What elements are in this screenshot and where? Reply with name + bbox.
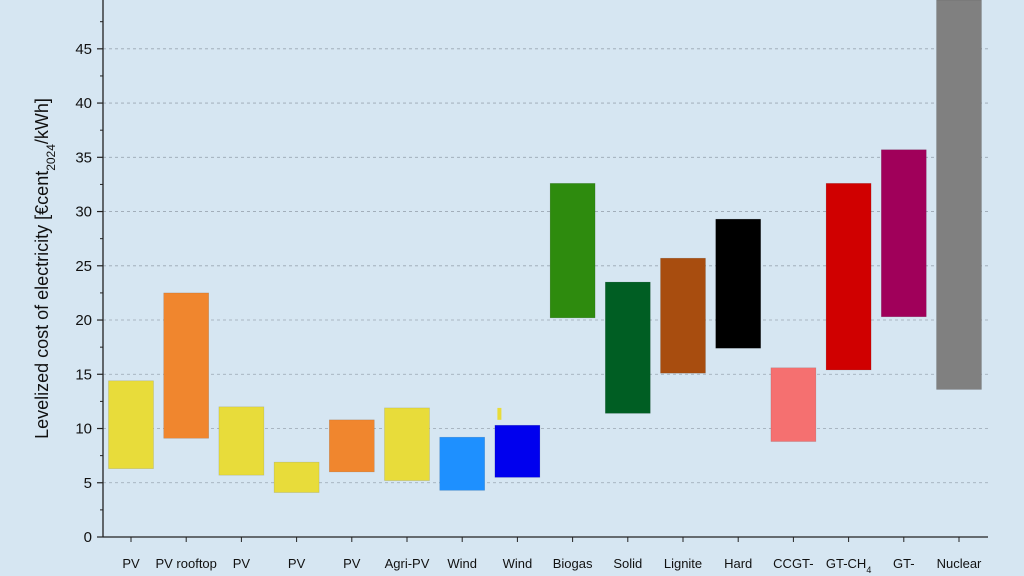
bars: [108, 0, 982, 493]
bar-7: [439, 436, 486, 491]
x-tick-label: Biogas: [553, 556, 593, 571]
bar-6: [384, 407, 430, 481]
x-tick-label: Agri-PV: [385, 556, 430, 571]
x-tick-label: Wind: [447, 556, 477, 571]
bar-16: [936, 0, 982, 390]
bar-5: [328, 419, 375, 473]
y-tick-label: 40: [75, 95, 92, 112]
bar-9: [549, 183, 596, 319]
x-tick-label: PV: [233, 556, 251, 571]
bar-4: [273, 461, 320, 493]
x-tick-label: Wind: [503, 556, 533, 571]
x-tick-label: Solid: [613, 556, 642, 571]
bar-13: [770, 367, 817, 442]
bar-14: [825, 183, 872, 371]
y-axis-label: Levelized cost of electricity [€cent2024…: [32, 98, 58, 439]
y-tick-label: 45: [75, 41, 92, 58]
x-tick-label: Nuclear: [937, 556, 982, 571]
bar-12: [715, 218, 762, 349]
y-tick-label: 30: [75, 204, 92, 221]
bar-15: [880, 149, 927, 318]
x-tick-label: Lignite: [664, 556, 702, 571]
x-tick-label: GT-: [893, 556, 915, 571]
x-tick-label: PV: [288, 556, 306, 571]
y-tick-label: 35: [75, 149, 92, 166]
y-axis: 0 5 10 15 20 25 30 35 40 45: [75, 0, 988, 546]
x-tick-label: Hard: [724, 556, 752, 571]
x-tick-label: PV rooftop: [155, 556, 216, 571]
x-tick-label: PV: [122, 556, 140, 571]
y-tick-label: 25: [75, 258, 92, 275]
bar-10: [604, 281, 651, 414]
annotation-small-bar: [497, 407, 502, 420]
y-tick-label: 10: [75, 421, 92, 438]
bar-3: [218, 406, 265, 476]
bar-8: [494, 424, 541, 478]
bar-2: [163, 292, 209, 439]
y-tick-label: 20: [75, 312, 92, 329]
y-tick-label: 15: [75, 366, 92, 383]
y-tick-label: 0: [84, 529, 92, 546]
bar-1: [108, 380, 154, 469]
y-tick-label: 5: [84, 475, 92, 492]
x-tick-label: PV: [343, 556, 361, 571]
x-tick-label: GT-CH4: [826, 556, 871, 575]
bar-11: [660, 257, 706, 374]
x-tick-labels: PV PV rooftop PV PV PV Agri-PV Wind Wind Biogas S…: [122, 556, 982, 575]
x-tick-label: CCGT-: [773, 556, 813, 571]
